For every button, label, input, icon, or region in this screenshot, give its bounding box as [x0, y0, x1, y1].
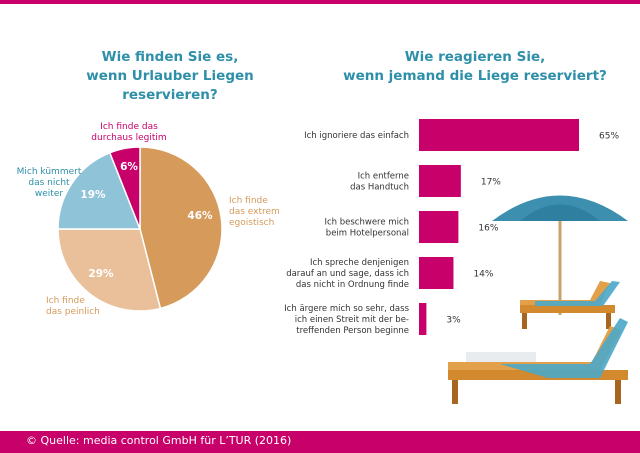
bar-value-label: 16%	[478, 224, 498, 234]
bar-category-label: Ich beschwere mich beim Hotelpersonal	[324, 218, 409, 239]
bar-category-label: Ich entferne das Handtuch	[350, 172, 409, 193]
pie-title-line-2: wenn Urlauber Liegen reservieren?	[86, 68, 254, 103]
pie-slice	[57, 228, 162, 312]
pie-slice	[57, 151, 142, 230]
pie-chart-title: Wie finden Sie es, wenn Urlauber Liegen …	[40, 48, 300, 105]
bar-value-label: 3%	[446, 316, 461, 326]
bar-category-label: Ich spreche denjenigen darauf an und sage…	[286, 258, 409, 290]
pie-category-label: Ich finde das durchaus legitim	[91, 122, 166, 143]
bar	[419, 211, 459, 243]
source-text: © Quelle: media control GmbH für L’TUR (…	[26, 434, 292, 447]
bar	[419, 257, 454, 289]
bar-category-label: Ich ignoriere das einfach	[304, 131, 409, 141]
charts-canvas: 46% Ich finde das extrem egoistisch 29% Ich f…	[17, 119, 628, 404]
bar-value-label: 65%	[599, 132, 619, 142]
source-footer: © Quelle: media control GmbH für L’TUR (…	[0, 431, 640, 453]
bar-title-line-1: Wie reagieren Sie,	[404, 49, 546, 65]
pie-slice	[139, 146, 223, 310]
pie-value-label: 46%	[187, 210, 213, 222]
pie-category-label: Ich finde das peinlich	[46, 296, 100, 317]
bar	[419, 165, 461, 197]
pie-value-label: 29%	[88, 268, 114, 280]
pie-title-line-1: Wie finden Sie es,	[101, 49, 239, 65]
pie-category-label: Ich finde das extrem egoistisch	[229, 196, 280, 228]
bar	[419, 119, 579, 151]
bar-title-line-2: wenn jemand die Liege reserviert?	[343, 68, 607, 84]
bar-value-label: 17%	[481, 178, 501, 188]
pie-slice	[108, 146, 141, 230]
bar-category-label: Ich ärgere mich so sehr, dass ich einen S…	[284, 304, 409, 336]
bar	[419, 303, 427, 335]
top-accent-bar	[0, 0, 640, 4]
bar-chart-title: Wie reagieren Sie, wenn jemand die Liege…	[330, 48, 620, 86]
pie-value-label: 19%	[80, 189, 106, 201]
beach-loungers-illustration	[448, 195, 628, 404]
pie-value-label: 6%	[120, 161, 138, 173]
bar-value-label: 14%	[473, 270, 493, 280]
pie-category-label: Mich kümmert das nicht weiter	[17, 167, 82, 199]
